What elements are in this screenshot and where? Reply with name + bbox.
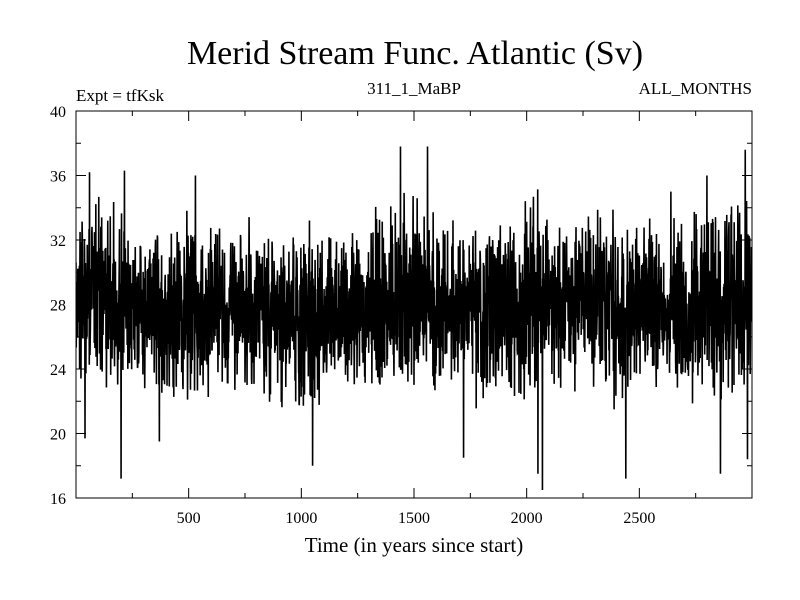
y-tick-label: 40 xyxy=(50,104,66,121)
y-tick-label: 28 xyxy=(50,298,66,315)
x-tick-label: 2500 xyxy=(623,510,655,527)
x-axis-label: Time (in years since start) xyxy=(305,533,524,557)
chart-title: Merid Stream Func. Atlantic (Sv) xyxy=(187,35,643,72)
subtitle-left: Expt = tfKsk xyxy=(76,86,164,105)
y-tick-label: 16 xyxy=(50,491,66,508)
x-tick-label: 1000 xyxy=(285,510,317,527)
y-tick-label: 32 xyxy=(50,233,66,250)
subtitle-right: ALL_MONTHS xyxy=(639,79,752,98)
y-tick-label: 24 xyxy=(50,362,66,379)
subtitle-center: 311_1_MaBP xyxy=(367,79,461,98)
series-line xyxy=(76,146,752,490)
x-tick-label: 2000 xyxy=(511,510,543,527)
y-tick-label: 36 xyxy=(50,169,66,186)
plot-area: 500 1000 1500 2000 2500 16 20 24 28 32 36 40 xyxy=(50,104,753,527)
x-tick-label: 1500 xyxy=(398,510,430,527)
x-tick-label: 500 xyxy=(177,510,201,527)
y-tick-label: 20 xyxy=(50,427,66,444)
